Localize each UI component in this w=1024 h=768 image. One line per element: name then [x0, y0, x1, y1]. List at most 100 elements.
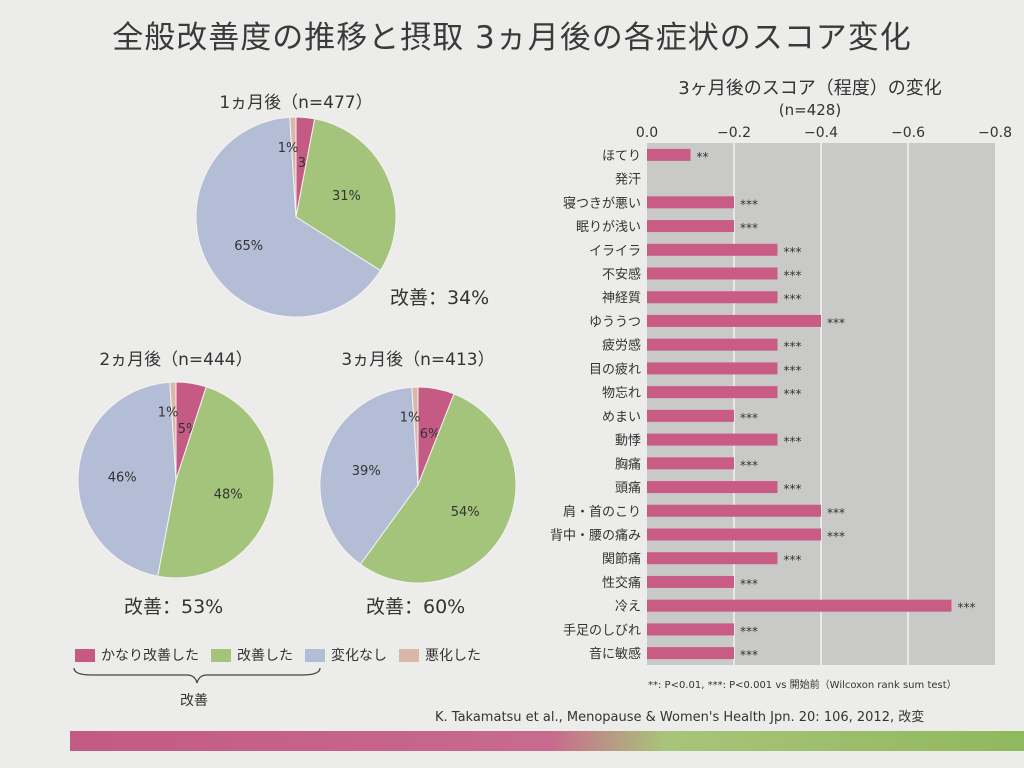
significance-label: *** [827, 506, 845, 520]
significance-label: *** [784, 435, 802, 449]
y-category-label: 寝つきが悪い [563, 195, 641, 211]
significance-label: *** [784, 245, 802, 259]
improvement-1-month: 改善：34% [390, 287, 490, 309]
legend-label: かなり改善した [101, 648, 199, 664]
y-category-label: 手足のしびれ [563, 623, 641, 638]
citation: K. Takamatsu et al., Menopause & Women's… [435, 710, 925, 725]
y-category-label: ほてり [602, 149, 641, 164]
bar [647, 457, 734, 470]
bar-chart-subtitle: (n=428) [778, 101, 842, 119]
bar [647, 623, 734, 636]
pie-value-label: 48% [214, 487, 243, 502]
significance-label: *** [784, 363, 802, 377]
y-category-label: 動悸 [615, 434, 641, 449]
y-category-label: 眠りが浅い [576, 220, 641, 235]
pie-value-label: 46% [108, 471, 137, 486]
bar [647, 552, 778, 565]
pie-slice [289, 116, 297, 218]
legend-item-no-change: 変化なし [305, 645, 387, 665]
bar [647, 386, 778, 399]
decorative-stripe [70, 731, 1024, 751]
significance-label: *** [784, 269, 802, 283]
legend-swatch [305, 648, 325, 662]
significance-label: *** [784, 482, 802, 496]
pie-title-3-months: 3ヵ月後（n=413） [341, 350, 495, 370]
y-category-label: 頭痛 [615, 480, 641, 496]
y-category-label: 冷え [615, 600, 641, 615]
bar [647, 481, 778, 494]
bar [647, 409, 734, 422]
pie-slice [195, 116, 382, 318]
legend-swatch [75, 648, 95, 662]
pie-title-1-month: 1ヵ月後（n=477） [219, 93, 373, 113]
y-category-label: 不安感 [602, 267, 641, 283]
y-category-label: 音に敏感 [589, 646, 641, 662]
bar [647, 196, 734, 209]
y-category-label: イライラ [589, 244, 641, 259]
legend-item-worsened: 悪化した [399, 645, 481, 665]
significance-label: ** [697, 150, 709, 164]
significance-label: *** [784, 340, 802, 354]
page-title: 全般改善度の推移と摂取 3ヵ月後の各症状のスコア変化 [112, 20, 912, 56]
bar [647, 338, 778, 351]
pie-slice [359, 393, 517, 584]
bar [647, 528, 821, 541]
pie-value-label: 65% [234, 239, 263, 254]
y-category-label: 目の疲れ [589, 361, 641, 377]
significance-label: *** [740, 197, 758, 211]
y-category-label: 疲労感 [602, 338, 641, 354]
bar-chart-title: 3ヶ月後のスコア（程度）の変化 [678, 78, 942, 99]
pie-value-label: 6% [420, 427, 441, 442]
improvement-2-months: 改善：53% [124, 596, 224, 618]
bar [647, 504, 821, 517]
legend: かなり改善した 改善した 変化なし 悪化した [75, 645, 481, 665]
significance-label: *** [784, 553, 802, 567]
significance-label: *** [740, 221, 758, 235]
x-tick-label: −0.6 [891, 125, 925, 141]
x-tick-label: −0.4 [804, 125, 838, 141]
legend-swatch [399, 648, 419, 662]
bar [647, 220, 734, 233]
pie-value-label: 39% [352, 464, 381, 479]
pie-slice [169, 381, 177, 481]
bar [647, 267, 778, 280]
y-category-label: 神経質 [602, 291, 641, 306]
bar [647, 362, 778, 375]
x-tick-label: −0.8 [978, 125, 1012, 141]
y-category-label: 肩・首のこり [563, 504, 641, 520]
significance-label: *** [740, 577, 758, 591]
bar [647, 243, 778, 256]
legend-swatch [211, 648, 231, 662]
bar [647, 148, 691, 161]
bar [647, 647, 734, 660]
pie-value-label: 31% [332, 189, 361, 204]
significance-label: *** [784, 387, 802, 401]
legend-brace-label: 改善 [180, 693, 208, 709]
legend-item-improved: 改善した [211, 645, 293, 665]
significance-label: *** [784, 292, 802, 306]
significance-label: *** [827, 530, 845, 544]
y-category-label: 物忘れ [602, 386, 641, 401]
footnote: **: P<0.01, ***: P<0.001 vs 開始前（Wilcoxon… [648, 680, 957, 691]
bar [647, 314, 821, 327]
y-category-label: ゆううつ [589, 315, 641, 330]
y-category-label: 背中・腰の痛み [550, 528, 641, 544]
bar [647, 433, 778, 446]
pie-charts: 3%31%65%1%5%48%46%1%6%54%39%1% [77, 116, 517, 584]
y-category-label: 性交痛 [602, 575, 641, 591]
significance-label: *** [958, 601, 976, 615]
significance-label: *** [740, 411, 758, 425]
pie-slice [319, 386, 419, 565]
significance-label: *** [827, 316, 845, 330]
y-category-label: 胸痛 [615, 456, 641, 472]
x-tick-label: −0.2 [717, 125, 751, 141]
bar [647, 291, 778, 304]
pie-value-label: 1% [158, 405, 179, 420]
pie-slice [77, 381, 177, 577]
pie-title-2-months: 2ヵ月後（n=444） [99, 350, 253, 370]
improvement-3-months: 改善：60% [366, 596, 466, 618]
pie-slice [411, 386, 419, 486]
pie-value-label: 1% [278, 141, 299, 156]
legend-label: 悪化した [425, 648, 481, 664]
